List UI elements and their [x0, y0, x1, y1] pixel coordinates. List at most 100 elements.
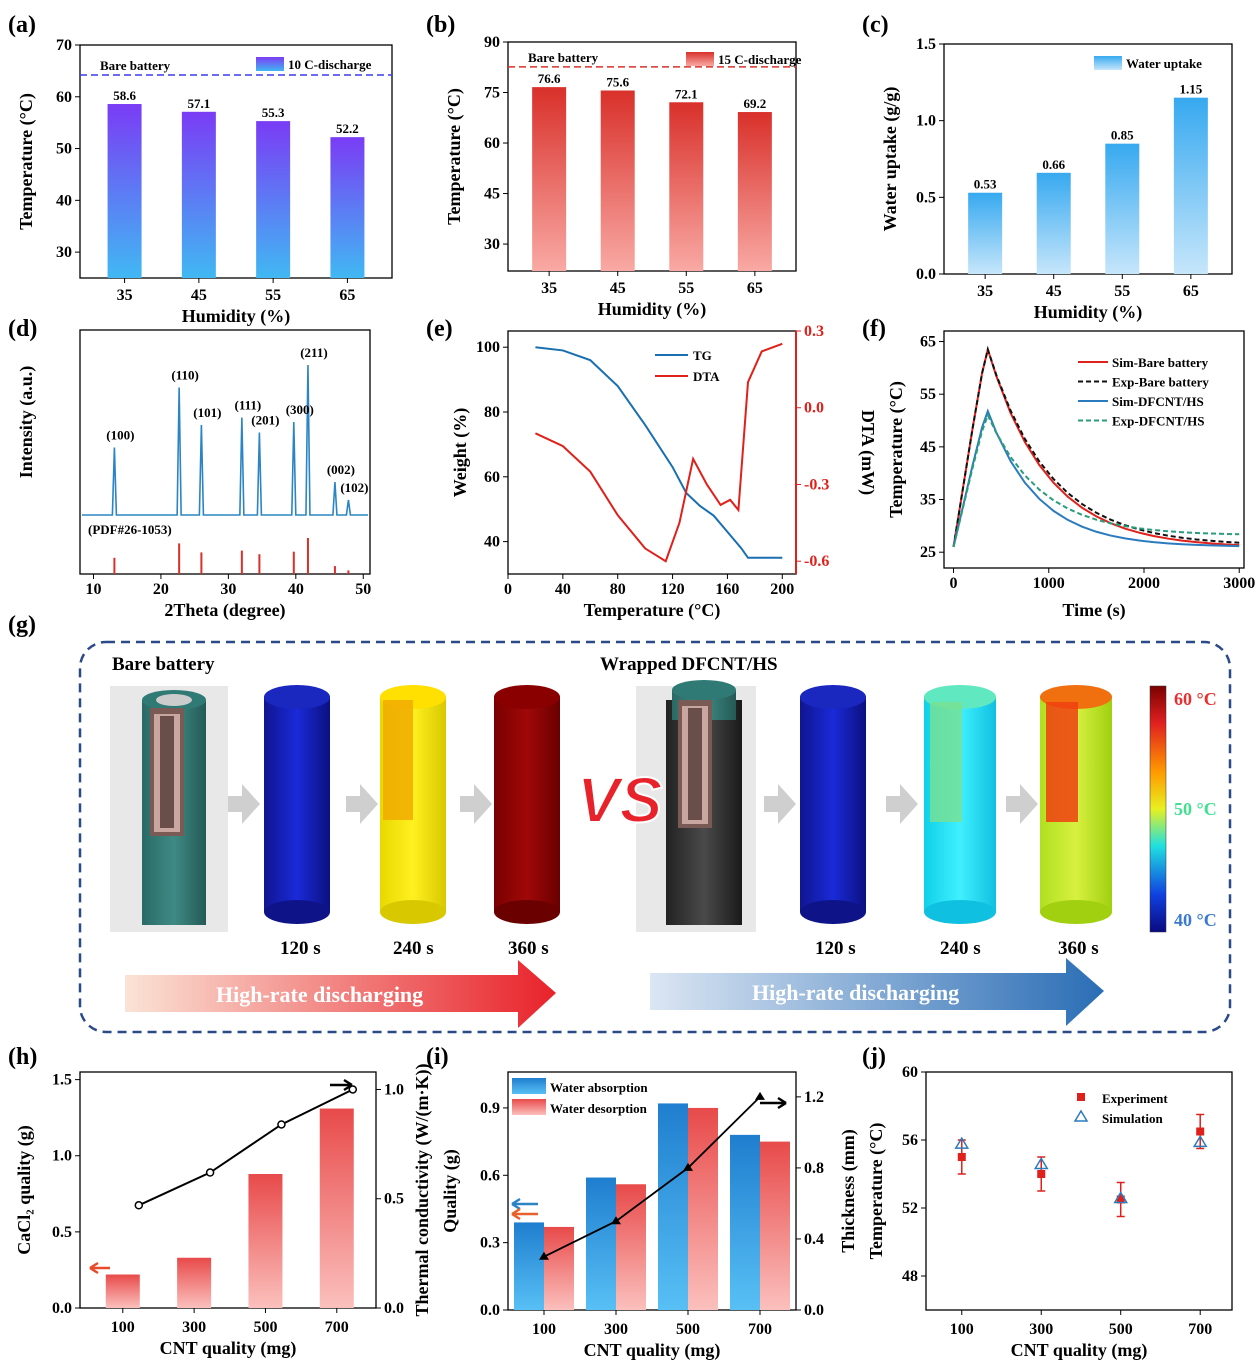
exp-bare-curve — [952, 345, 1240, 548]
legend-label: Simulation — [1102, 1111, 1163, 1126]
x-tick-label: 100 — [950, 1321, 974, 1338]
cylinder-120s-bare — [264, 685, 330, 924]
legend-swatch — [686, 52, 714, 66]
data-label: 55.3 — [262, 105, 285, 120]
data-label: 0.66 — [1042, 157, 1065, 172]
x-tick-label: 100 — [532, 1321, 556, 1338]
line-marker — [205, 1168, 215, 1177]
panel-letter: (c) — [862, 12, 889, 38]
legend-label: Water desorption — [550, 1101, 648, 1116]
y-tick-label: 0.6 — [480, 1167, 500, 1184]
x-tick-label: 80 — [610, 581, 626, 598]
x-tick-label: 40 — [555, 581, 571, 598]
experiment-marker — [957, 1153, 966, 1161]
x-tick-label: 65 — [747, 280, 763, 297]
panel-a: 58.6 35 57.1 45 55.3 55 52.2 65 30 40 50 60 70 Temper… — [16, 37, 393, 327]
x-tick-label: 30 — [220, 581, 236, 598]
cylinder-120s-wrapped — [800, 685, 866, 924]
y2-tick-label: -0.3 — [804, 476, 829, 493]
y2-tick-label: 0.4 — [804, 1231, 824, 1248]
bar — [256, 121, 291, 278]
x-tick-label: 700 — [748, 1321, 772, 1338]
y-tick-label: 80 — [484, 404, 500, 421]
bar-absorption — [586, 1177, 616, 1310]
y2-tick-label: 0.0 — [804, 1302, 824, 1319]
y-axis-label: Weight (%) — [450, 408, 471, 498]
peak-label: (300) — [286, 402, 314, 417]
x-tick-label: 55 — [265, 287, 281, 304]
discharge-arrow-left — [125, 960, 556, 1028]
x-tick-label: 0 — [950, 575, 958, 592]
y-axis-label: Temperature (°C) — [886, 381, 907, 518]
legend-label: Water uptake — [1126, 56, 1202, 71]
y-tick-label: 1.0 — [52, 1148, 72, 1165]
y-tick-label: 60 — [484, 135, 500, 152]
bar — [600, 90, 635, 272]
line-marker — [755, 1091, 765, 1100]
y-tick-label: 0.5 — [52, 1224, 72, 1241]
peak-label: (101) — [193, 405, 221, 420]
y-tick-label: 40 — [484, 534, 500, 551]
panel-j: 100 300 500 700 48 52 56 60 Temperature (°C) CNT … — [866, 1064, 1233, 1361]
simulation-marker — [1033, 1157, 1049, 1170]
y-tick-label: 48 — [902, 1268, 918, 1285]
panel-c: 0.53 35 0.66 45 0.85 55 1.15 65 0.0 0.5 1.0 1.5 Wate… — [880, 36, 1233, 323]
time-360s-wrapped: 360 s — [1058, 938, 1099, 959]
legend-label: Exp-Bare battery — [1112, 375, 1209, 390]
y-tick-label: 65 — [920, 334, 936, 351]
line-marker — [277, 1120, 286, 1129]
line-marker — [348, 1085, 358, 1094]
peak-label: (002) — [327, 462, 355, 477]
y-tick-label: 35 — [920, 492, 936, 509]
plot-frame — [79, 44, 393, 279]
flow-arrows — [228, 784, 1038, 824]
y-tick-label: 45 — [484, 186, 500, 203]
y-tick-label: 90 — [484, 34, 500, 51]
panel-g: (g) Bare battery Wrapped DFCNT/HS — [8, 612, 1232, 1034]
peak-label: (201) — [251, 413, 279, 428]
x-axis-label: CNT quality (mg) — [160, 1338, 297, 1359]
legend-label: DTA — [693, 369, 720, 384]
bar-absorption — [514, 1222, 544, 1310]
y-tick-label: 40 — [56, 192, 72, 209]
y2-tick-label: 0.8 — [804, 1160, 824, 1177]
bar — [319, 1108, 354, 1308]
y-tick-label: 55 — [920, 386, 936, 403]
y-tick-label: 60 — [56, 89, 72, 106]
legend-label: Experiment — [1102, 1091, 1168, 1106]
data-label: 52.2 — [336, 121, 359, 136]
x-tick-label: 35 — [977, 283, 993, 300]
y-tick-label: 25 — [920, 544, 936, 561]
x-tick-label: 45 — [1046, 283, 1062, 300]
right-title: Wrapped DFCNT/HS — [600, 654, 778, 675]
bar — [1036, 172, 1071, 274]
y2-tick-label: 0.0 — [384, 1300, 404, 1317]
x-tick-label: 3000 — [1223, 575, 1255, 592]
plot-frame — [79, 1071, 377, 1309]
x-tick-label: 2000 — [1128, 575, 1160, 592]
wrapped-battery-illustration — [636, 680, 756, 932]
y-tick-label: 56 — [902, 1132, 918, 1149]
scale-60: 60 °C — [1174, 689, 1217, 709]
x-tick-label: 500 — [253, 1319, 277, 1336]
data-label: 57.1 — [187, 96, 210, 111]
x-tick-label: 50 — [355, 581, 371, 598]
line-marker — [539, 1251, 549, 1260]
y-axis-label: Temperature (°C) — [866, 1123, 887, 1260]
data-label: 75.6 — [606, 74, 629, 89]
discharge-arrow-right — [650, 958, 1104, 1026]
y-tick-label: 0.0 — [480, 1302, 500, 1319]
right-axis-arrow — [760, 1096, 787, 1110]
y2-axis-label: DTA (mW) — [857, 410, 878, 495]
legend-label: TG — [693, 348, 712, 363]
bar — [107, 104, 142, 278]
x-tick-label: 300 — [604, 1321, 628, 1338]
plot-frame — [507, 1071, 797, 1311]
x-tick-label: 120 — [661, 581, 685, 598]
y2-axis-label: Thermal conductivity (W/(m·K)) — [412, 1064, 433, 1317]
peak-label: (102) — [340, 480, 368, 495]
x-tick-label: 45 — [191, 287, 207, 304]
y-tick-label: 1.5 — [52, 1072, 72, 1089]
x-tick-label: 10 — [85, 581, 101, 598]
y-tick-label: 30 — [56, 244, 72, 261]
